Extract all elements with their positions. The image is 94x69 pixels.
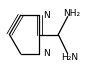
Text: NH₂: NH₂ [63, 9, 80, 18]
Text: N: N [43, 11, 50, 20]
Text: H₂N: H₂N [61, 53, 78, 62]
Text: N: N [43, 49, 50, 58]
